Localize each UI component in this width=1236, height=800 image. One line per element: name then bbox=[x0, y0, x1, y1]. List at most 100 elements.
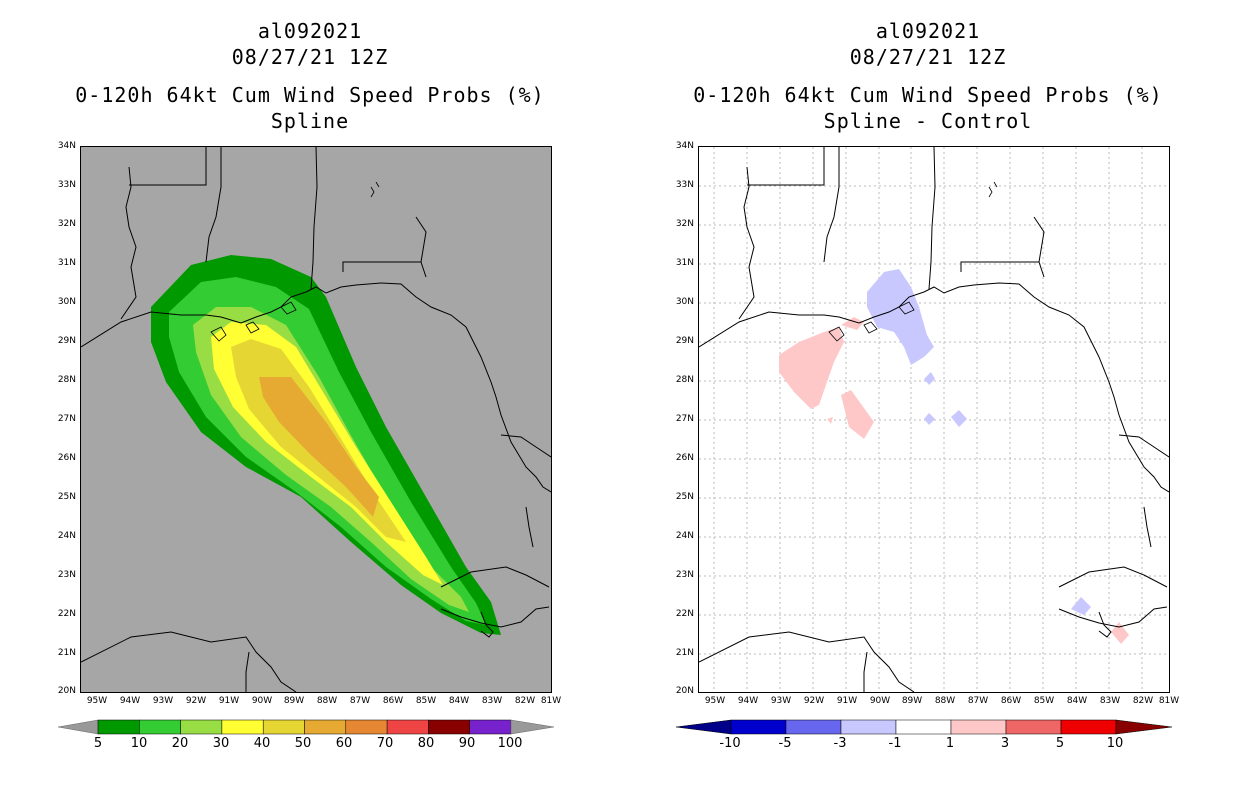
right-lon-label: 87W bbox=[967, 696, 989, 706]
left-lon-label: 87W bbox=[349, 696, 371, 706]
left-map-svg bbox=[81, 147, 551, 692]
right-lat-label: 27N bbox=[675, 414, 694, 424]
left-lat-label: 33N bbox=[57, 180, 76, 190]
diff-pos-shade-5 bbox=[1111, 622, 1129, 644]
right-colorbar-box bbox=[1005, 719, 1062, 735]
right-coastlines bbox=[699, 147, 1169, 692]
left-colorbar-box bbox=[262, 719, 305, 735]
right-lat-label: 34N bbox=[675, 141, 694, 151]
diff-pos-shade-2 bbox=[841, 317, 864, 330]
left-cbar-tick: 40 bbox=[253, 736, 271, 751]
left-storm-id: al092021 bbox=[257, 19, 363, 43]
right-lon-label: 88W bbox=[934, 696, 956, 706]
right-subtitle: Spline - Control bbox=[823, 109, 1033, 133]
colorbar-arrow-right bbox=[510, 719, 554, 735]
left-colorbar-box bbox=[469, 719, 512, 735]
right-lat-label: 29N bbox=[675, 336, 694, 346]
right-lon-label: 94W bbox=[737, 696, 759, 706]
right-lon-label: 93W bbox=[770, 696, 792, 706]
left-lon-label: 86W bbox=[382, 696, 404, 706]
left-cbar-tick: 70 bbox=[376, 736, 394, 751]
right-lon-label: 81W bbox=[1158, 696, 1180, 706]
colorbar-arrow-left bbox=[676, 719, 732, 735]
diff-pos-shade-3 bbox=[841, 390, 874, 439]
right-map-svg bbox=[699, 147, 1169, 692]
right-datetime: 08/27/21 12Z bbox=[849, 45, 1007, 69]
right-lon-label: 91W bbox=[836, 696, 858, 706]
left-lon-label: 94W bbox=[119, 696, 141, 706]
right-lon-label: 92W bbox=[803, 696, 825, 706]
right-colorbar-box bbox=[730, 719, 787, 735]
left-colorbar-box bbox=[304, 719, 347, 735]
right-lon-label: 90W bbox=[869, 696, 891, 706]
left-colorbar-box bbox=[345, 719, 388, 735]
left-lat-label: 24N bbox=[57, 531, 76, 541]
left-lat-label: 29N bbox=[57, 336, 76, 346]
right-lat-label: 33N bbox=[675, 180, 694, 190]
left-colorbar bbox=[58, 719, 554, 735]
right-lon-label: 82W bbox=[1132, 696, 1154, 706]
right-lat-label: 21N bbox=[675, 648, 694, 658]
right-lat-label: 28N bbox=[675, 375, 694, 385]
left-lon-label: 83W bbox=[481, 696, 503, 706]
right-lat-label: 20N bbox=[675, 686, 694, 696]
right-storm-id: al092021 bbox=[875, 19, 981, 43]
left-colorbar-box bbox=[221, 719, 264, 735]
left-lat-label: 27N bbox=[57, 414, 76, 424]
left-colorbar-box bbox=[428, 719, 470, 735]
left-lon-label: 82W bbox=[514, 696, 536, 706]
right-cbar-tick: 1 bbox=[945, 736, 955, 751]
left-lon-label: 84W bbox=[448, 696, 470, 706]
left-lon-label: 92W bbox=[185, 696, 207, 706]
left-cbar-tick: 90 bbox=[458, 736, 476, 751]
right-lat-label: 22N bbox=[675, 609, 694, 619]
colorbar-arrow-right bbox=[1115, 719, 1172, 735]
left-colorbar-boxes bbox=[97, 719, 512, 735]
left-cbar-tick: 50 bbox=[294, 736, 312, 751]
right-lat-label: 24N bbox=[675, 531, 694, 541]
right-map-panel bbox=[698, 146, 1170, 693]
left-lat-label: 31N bbox=[57, 258, 76, 268]
left-lon-label: 88W bbox=[316, 696, 338, 706]
left-lon-label: 85W bbox=[415, 696, 437, 706]
left-lat-label: 26N bbox=[57, 453, 76, 463]
right-colorbar bbox=[676, 719, 1172, 735]
left-coastlines bbox=[81, 147, 551, 692]
right-cbar-tick: -1 bbox=[888, 736, 902, 751]
left-cbar-tick: 30 bbox=[212, 736, 230, 751]
right-lon-label: 95W bbox=[704, 696, 726, 706]
right-grid bbox=[699, 147, 1169, 692]
right-cbar-tick: -10 bbox=[719, 736, 741, 751]
left-lon-label: 90W bbox=[251, 696, 273, 706]
right-lon-label: 83W bbox=[1099, 696, 1121, 706]
right-colorbar-box bbox=[785, 719, 842, 735]
left-product-title: 0-120h 64kt Cum Wind Speed Probs (%) bbox=[75, 83, 545, 107]
prob-50-shade bbox=[259, 377, 379, 517]
right-lat-label: 26N bbox=[675, 453, 694, 463]
right-lat-label: 32N bbox=[675, 219, 694, 229]
left-subtitle: Spline bbox=[270, 109, 350, 133]
left-cbar-tick: 100 bbox=[497, 736, 523, 751]
right-lat-label: 23N bbox=[675, 570, 694, 580]
right-cbar-tick: 3 bbox=[1000, 736, 1010, 751]
left-lat-label: 20N bbox=[57, 686, 76, 696]
left-lon-label: 81W bbox=[540, 696, 562, 706]
right-lat-label: 31N bbox=[675, 258, 694, 268]
right-cbar-tick: -3 bbox=[833, 736, 847, 751]
right-colorbar-box bbox=[1060, 719, 1117, 735]
right-lon-label: 86W bbox=[1000, 696, 1022, 706]
left-cbar-tick: 5 bbox=[93, 736, 103, 751]
left-lat-label: 34N bbox=[57, 141, 76, 151]
diff-pos-shade-1 bbox=[779, 327, 844, 409]
left-title-block: al092021 08/27/21 12Z 0-120h 64kt Cum Wi… bbox=[60, 18, 560, 134]
left-cbar-tick: 20 bbox=[171, 736, 189, 751]
left-map-panel bbox=[80, 146, 552, 693]
diff-neg-shade-5 bbox=[1071, 597, 1091, 615]
diff-neg-shade-1 bbox=[867, 269, 934, 365]
right-islands bbox=[828, 181, 998, 342]
right-colorbar-box bbox=[950, 719, 1007, 735]
left-lat-label: 32N bbox=[57, 219, 76, 229]
left-colorbar-box bbox=[139, 719, 181, 735]
left-lat-label: 22N bbox=[57, 609, 76, 619]
left-lat-label: 23N bbox=[57, 570, 76, 580]
